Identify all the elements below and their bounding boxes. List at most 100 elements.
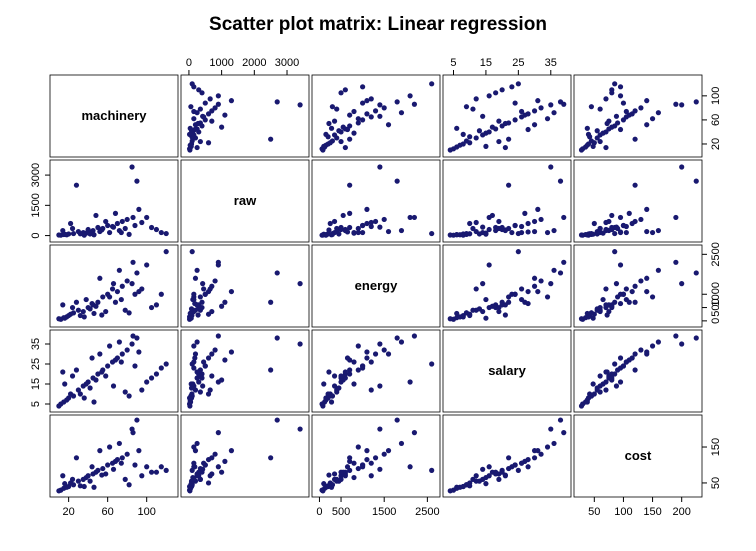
point <box>188 381 194 387</box>
point <box>153 469 160 475</box>
point <box>129 164 135 170</box>
x-tick-label: 5 <box>450 57 456 69</box>
point <box>578 403 585 409</box>
point <box>110 383 117 389</box>
point <box>364 355 370 361</box>
point <box>594 231 600 237</box>
point <box>191 296 197 303</box>
panel <box>311 74 441 158</box>
point <box>584 310 590 317</box>
variable-label: machinery <box>81 108 147 123</box>
point <box>588 104 594 110</box>
point <box>496 225 502 232</box>
point <box>89 464 95 470</box>
point <box>191 116 197 122</box>
point <box>205 111 212 117</box>
point <box>632 108 638 114</box>
panel <box>49 159 179 243</box>
point <box>649 229 656 236</box>
point <box>535 206 541 212</box>
point <box>411 430 418 436</box>
point <box>457 142 463 148</box>
point <box>75 387 81 393</box>
point <box>638 347 644 353</box>
point <box>590 315 596 321</box>
point <box>163 361 169 367</box>
point <box>187 403 193 409</box>
x-tick-label: 3000 <box>275 57 299 69</box>
point <box>119 218 125 225</box>
point <box>112 458 119 464</box>
point <box>525 464 531 470</box>
point <box>99 312 105 318</box>
point <box>331 218 338 225</box>
point <box>496 304 502 311</box>
point <box>192 387 199 393</box>
point <box>483 231 489 237</box>
point <box>163 230 169 237</box>
point <box>597 373 603 379</box>
y-tick-label: 35 <box>30 338 42 350</box>
panel <box>180 159 310 243</box>
point <box>326 227 332 233</box>
point <box>613 383 620 389</box>
point <box>91 310 97 317</box>
point <box>158 365 164 371</box>
point <box>134 178 140 184</box>
point <box>347 458 353 464</box>
point <box>351 359 357 365</box>
point <box>693 178 699 184</box>
point <box>129 281 135 287</box>
point <box>212 105 218 111</box>
y-tick-label: 150 <box>710 438 722 456</box>
point <box>331 373 338 379</box>
point <box>591 220 597 227</box>
point <box>454 125 460 131</box>
point <box>320 488 326 494</box>
point <box>531 108 538 114</box>
point <box>186 131 193 137</box>
panel <box>49 244 179 328</box>
point <box>329 104 336 110</box>
point <box>518 223 525 230</box>
point <box>372 351 379 357</box>
point <box>201 359 207 365</box>
point <box>655 339 661 345</box>
point <box>535 98 541 104</box>
point <box>196 87 202 93</box>
point <box>368 96 374 102</box>
point <box>506 455 512 461</box>
point <box>191 359 197 365</box>
point <box>531 122 538 128</box>
point <box>617 262 624 268</box>
point <box>518 296 525 303</box>
point <box>584 232 590 238</box>
point <box>132 291 138 297</box>
point <box>124 451 130 457</box>
point <box>297 341 303 347</box>
point <box>407 379 413 385</box>
point <box>473 286 479 292</box>
point <box>377 113 383 119</box>
point <box>561 101 567 107</box>
point <box>429 361 435 367</box>
point <box>590 231 596 237</box>
point <box>368 387 374 393</box>
point <box>506 182 512 188</box>
point <box>506 136 512 142</box>
point <box>191 108 197 115</box>
point <box>228 288 235 295</box>
point <box>609 124 615 130</box>
point <box>351 460 357 466</box>
panel <box>311 159 441 243</box>
point <box>502 227 508 234</box>
point <box>347 455 353 461</box>
point <box>60 302 66 308</box>
point <box>194 440 200 447</box>
point <box>617 84 624 90</box>
point <box>603 227 609 234</box>
point <box>590 143 596 149</box>
y-tick-label: 25 <box>30 358 42 370</box>
point <box>119 455 125 461</box>
